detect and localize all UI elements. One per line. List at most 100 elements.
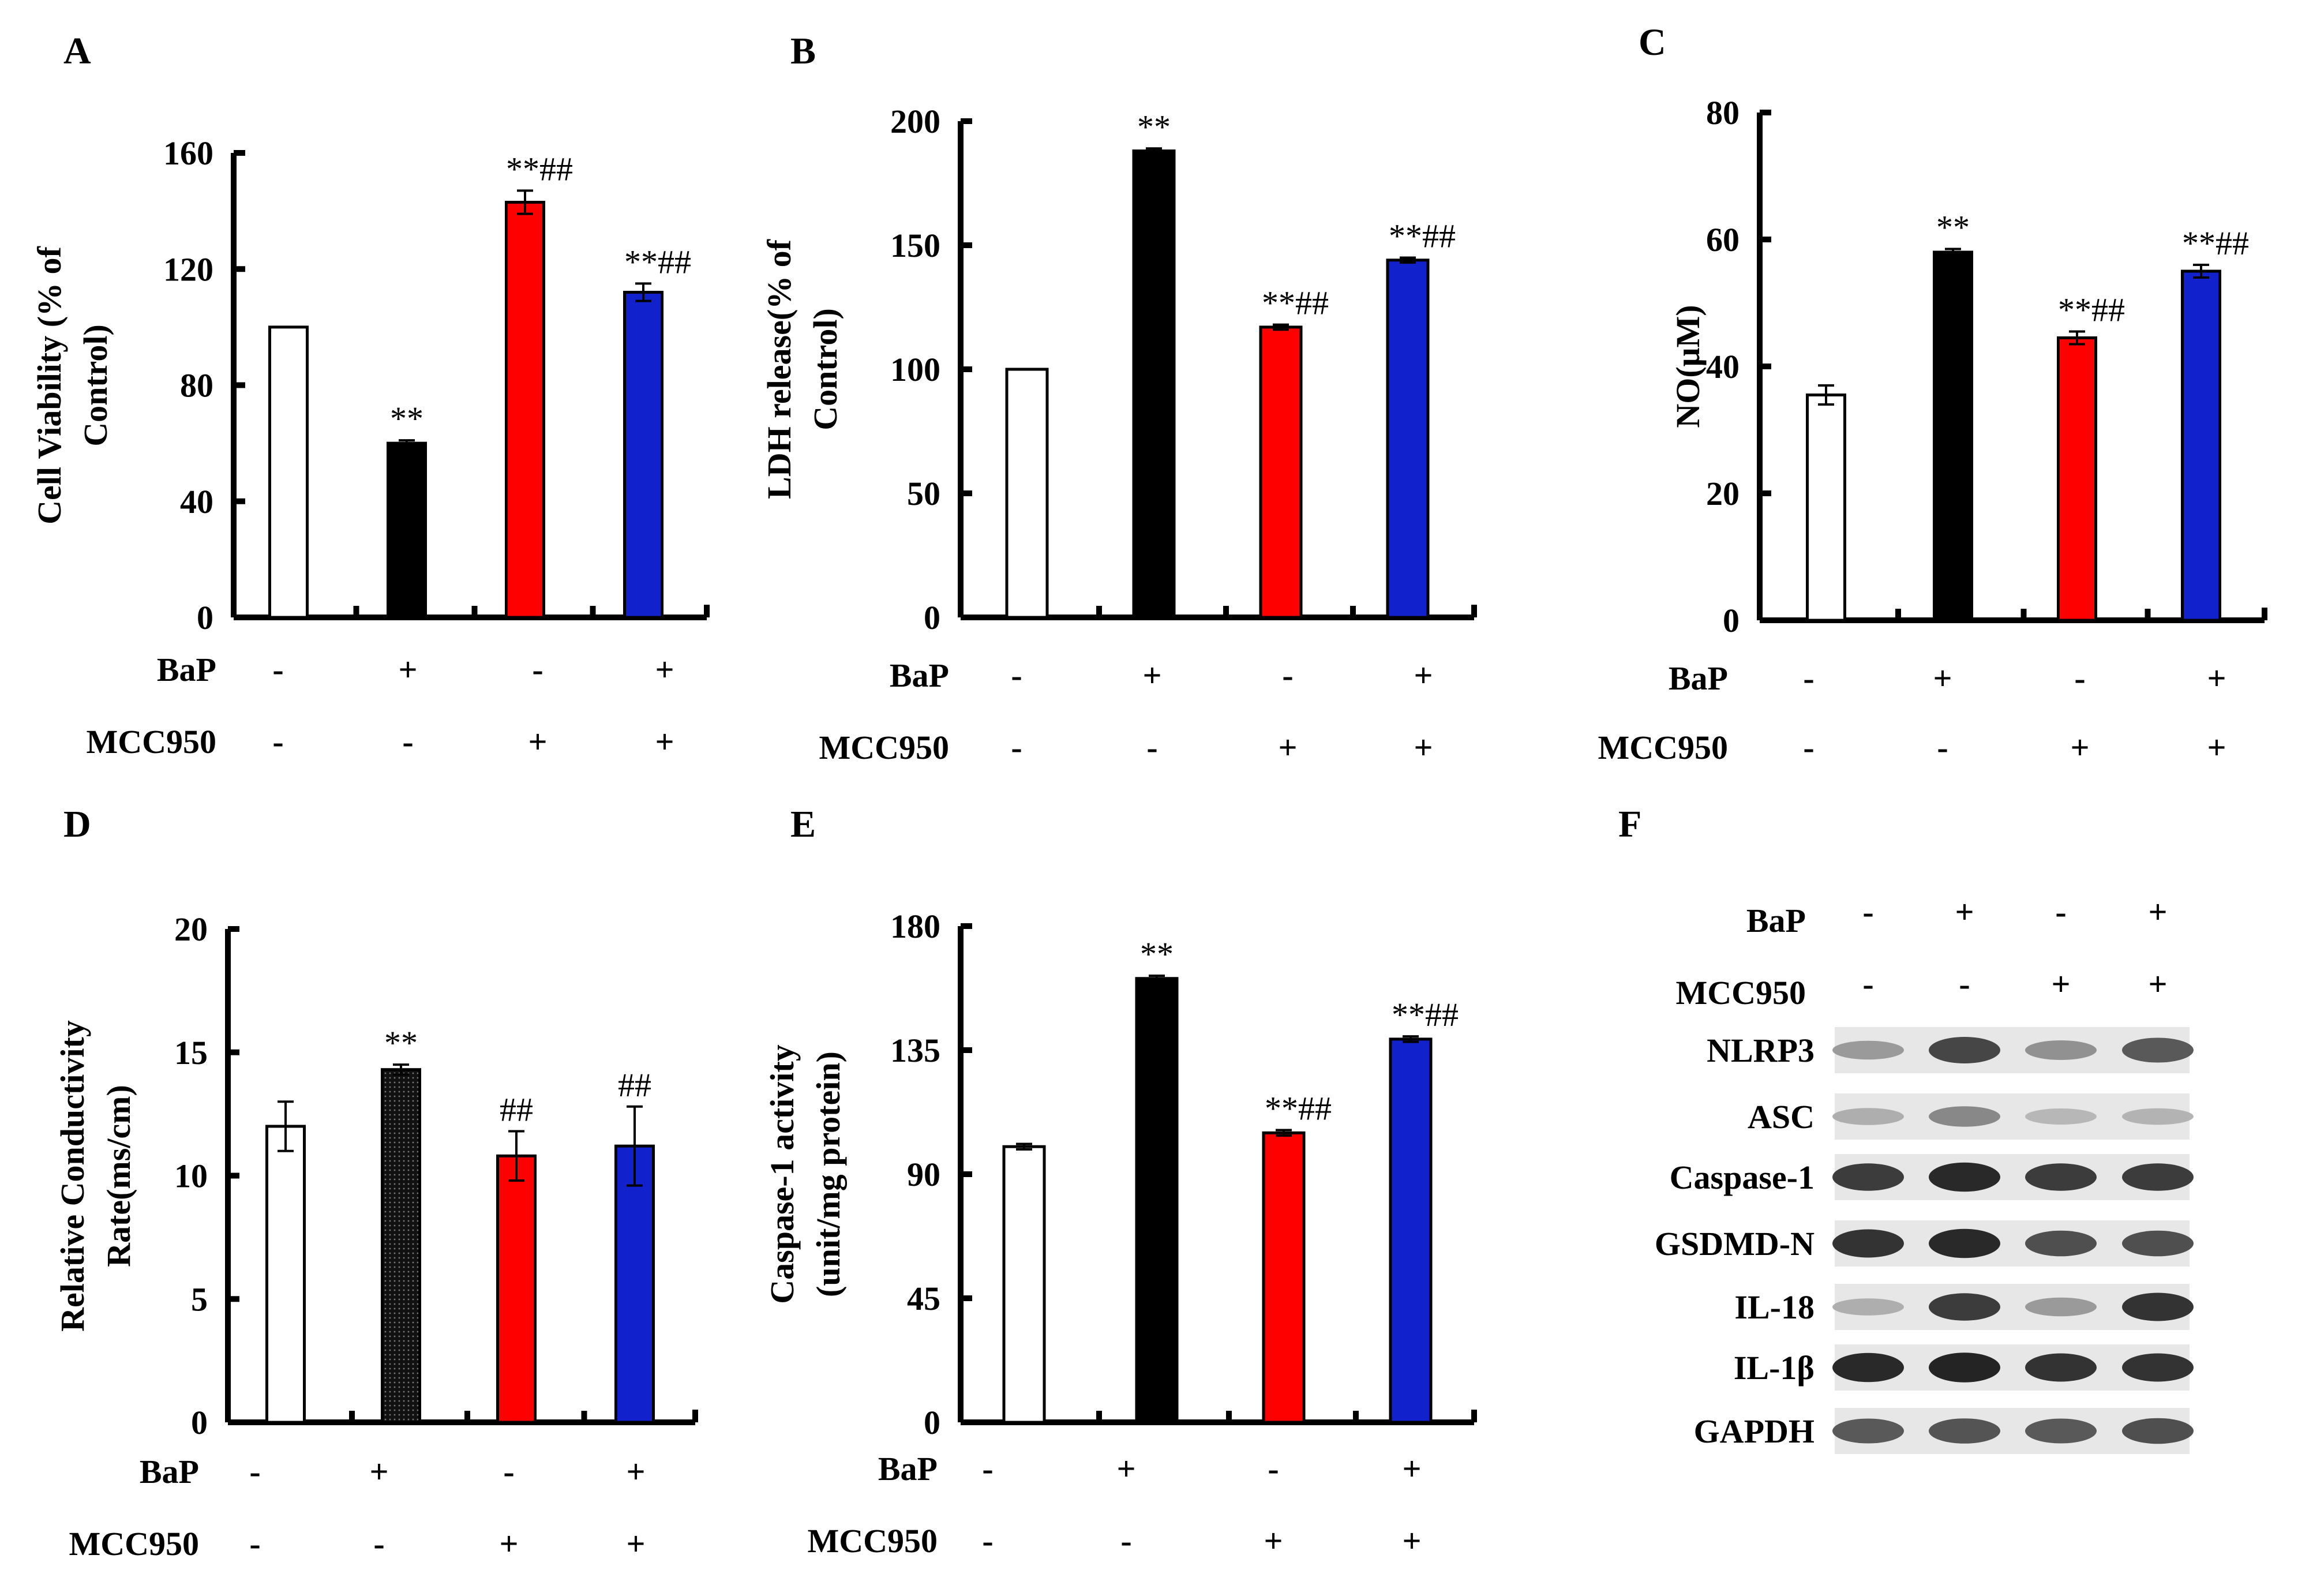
treatment-sign: + [1142, 657, 1161, 694]
blot-band [2122, 1163, 2194, 1191]
y-tick-label: 10 [174, 1157, 208, 1195]
y-axis-label: NO(μM) [1669, 305, 1707, 428]
treatment-sign: + [1116, 1450, 1135, 1488]
treatment-sign: + [1933, 660, 1952, 697]
y-tick-label: 180 [890, 908, 940, 945]
y-tick-label: 0 [924, 599, 940, 636]
western-blot: F BaP - + - + MCC950 - - + + NLRP3 ASC Caspase-1 GSDMD… [1618, 803, 2194, 1454]
treatment-sign: - [1120, 1522, 1131, 1560]
chart-panel-B: B 0 50 100 150 200 LDH release(% of Control) ** *… [760, 30, 1477, 766]
treatment-sign: + [369, 1453, 388, 1490]
treatment-sign: + [1414, 729, 1433, 766]
chart-panel-A: A 0 40 80 120 160 Cell Viability (% of Control)… [31, 30, 710, 760]
bar-3 [505, 201, 545, 619]
y-tick-label: 50 [907, 475, 940, 512]
bar-2 [1933, 250, 1973, 622]
treatment-sign: - [272, 651, 283, 688]
treatment-sign: + [2148, 893, 2167, 931]
panel-letter: B [790, 30, 816, 72]
y-tick-label: 80 [1706, 94, 1740, 132]
bar-2 [1135, 977, 1179, 1424]
bar-2 [381, 1068, 421, 1424]
treatment-sign: - [2074, 660, 2085, 697]
treatment-label: MCC950 [807, 1522, 938, 1560]
significance-mark: ## [500, 1091, 533, 1129]
y-tick-label: 20 [1706, 475, 1740, 512]
blot-band [1832, 1229, 1904, 1258]
y-axis-label: Rate(ms/cm) [100, 1085, 137, 1267]
blot-band [1929, 1418, 2000, 1444]
y-axis-label: Control) [807, 308, 844, 430]
significance-mark: **## [1265, 1090, 1332, 1127]
significance-mark: **## [624, 243, 691, 280]
treatment-sign: - [1011, 729, 1022, 766]
treatment-sign: + [528, 723, 547, 760]
treatment-sign: + [2207, 729, 2226, 766]
panel-letter: F [1618, 803, 1641, 845]
treatment-label: MCC950 [86, 723, 216, 760]
treatment-sign: + [1264, 1522, 1283, 1560]
treatment-sign: - [982, 1522, 993, 1560]
bar-3 [1259, 325, 1303, 619]
treatment-sign: - [1959, 965, 1970, 1003]
y-tick-label: 100 [890, 351, 940, 388]
bar-1 [1005, 368, 1049, 619]
bar-1 [1002, 1145, 1046, 1424]
y-tick-label: 40 [1706, 348, 1740, 385]
treatment-sign: - [1282, 657, 1293, 694]
blot-band [1832, 1353, 1904, 1383]
y-tick-label: 45 [907, 1280, 940, 1317]
band-label: ASC [1748, 1098, 1815, 1136]
significance-mark: **## [506, 150, 573, 188]
treatment-sign: - [249, 1525, 260, 1563]
treatment-sign: + [2070, 729, 2089, 766]
significance-mark: ** [390, 400, 423, 437]
y-axis-label: Control) [77, 324, 114, 447]
treatment-sign: + [1414, 657, 1433, 694]
treatment-sign: - [1146, 729, 1157, 766]
significance-mark: ** [1137, 108, 1171, 145]
treatment-sign: - [402, 723, 413, 760]
blot-band [1832, 1418, 1904, 1444]
treatment-label: MCC950 [69, 1525, 199, 1563]
blot-band [2025, 1040, 2097, 1060]
treatment-sign: + [1402, 1522, 1421, 1560]
band-label: GSDMD-N [1655, 1225, 1815, 1262]
treatment-sign: + [1278, 729, 1297, 766]
significance-mark: **## [2182, 224, 2249, 262]
blot-band [1832, 1298, 1904, 1316]
band-label: IL-18 [1734, 1288, 1815, 1326]
treatment-sign: - [1268, 1450, 1279, 1488]
blot-band [2025, 1108, 2097, 1125]
bar-4 [1389, 1037, 1433, 1424]
significance-mark: **## [2058, 291, 2125, 329]
y-tick-label: 5 [191, 1280, 208, 1318]
y-tick-label: 0 [197, 599, 213, 636]
treatment-label: BaP [1669, 660, 1728, 697]
treatment-sign: - [249, 1453, 260, 1490]
bar-4 [2181, 269, 2221, 622]
y-tick-label: 0 [191, 1404, 208, 1441]
significance-mark: ** [1140, 935, 1174, 973]
bar-1 [268, 325, 309, 619]
band-label: NLRP3 [1707, 1032, 1815, 1069]
blot-band [2122, 1230, 2194, 1257]
treatment-sign: + [626, 1525, 645, 1563]
blot-band [2122, 1292, 2194, 1321]
y-tick-label: 135 [890, 1032, 940, 1069]
y-tick-label: 90 [907, 1156, 940, 1193]
blot-band [1929, 1228, 2000, 1258]
treatment-label: MCC950 [819, 729, 949, 766]
treatment-sign: - [982, 1450, 993, 1488]
treatment-sign: - [1803, 660, 1814, 697]
treatment-label: MCC950 [1598, 729, 1728, 766]
bar-4 [623, 291, 663, 619]
treatment-sign: - [2055, 893, 2066, 931]
treatment-label: BaP [1746, 902, 1806, 939]
treatment-sign: - [532, 651, 543, 688]
blot-band [2025, 1353, 2097, 1382]
chart-panel-D: D 0 5 10 15 20 Relative Conductivity Rate(ms/cm… [54, 803, 698, 1563]
significance-mark: **## [1389, 218, 1456, 255]
